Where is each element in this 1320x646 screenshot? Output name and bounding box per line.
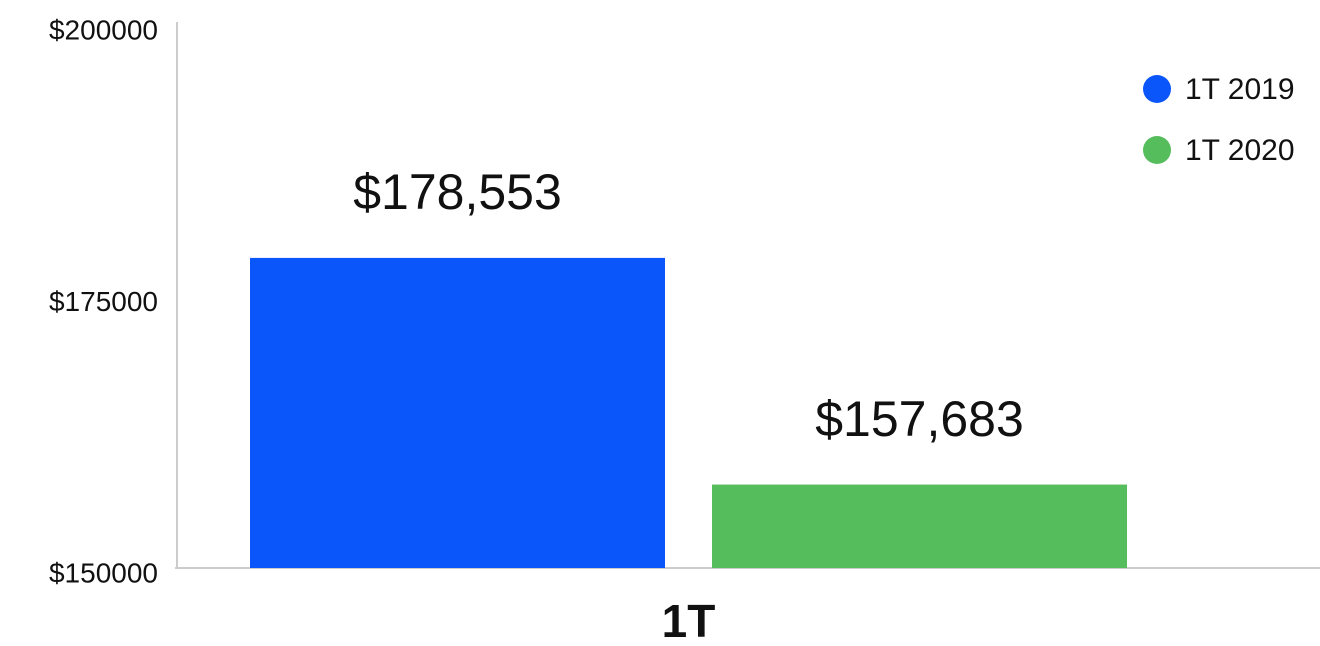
legend-marker	[1143, 75, 1171, 103]
data-label: $157,683	[815, 391, 1024, 447]
y-tick-label: $175000	[49, 286, 158, 317]
bar	[250, 257, 665, 568]
y-tick-label: $200000	[49, 14, 158, 45]
x-tick-label: 1T	[662, 595, 716, 646]
legend-label: 1T 2019	[1185, 73, 1295, 106]
legend-label: 1T 2020	[1185, 134, 1295, 167]
y-tick-label: $150000	[49, 557, 158, 588]
data-label: $178,553	[353, 164, 562, 220]
bar	[712, 484, 1127, 568]
legend-marker	[1143, 136, 1171, 164]
